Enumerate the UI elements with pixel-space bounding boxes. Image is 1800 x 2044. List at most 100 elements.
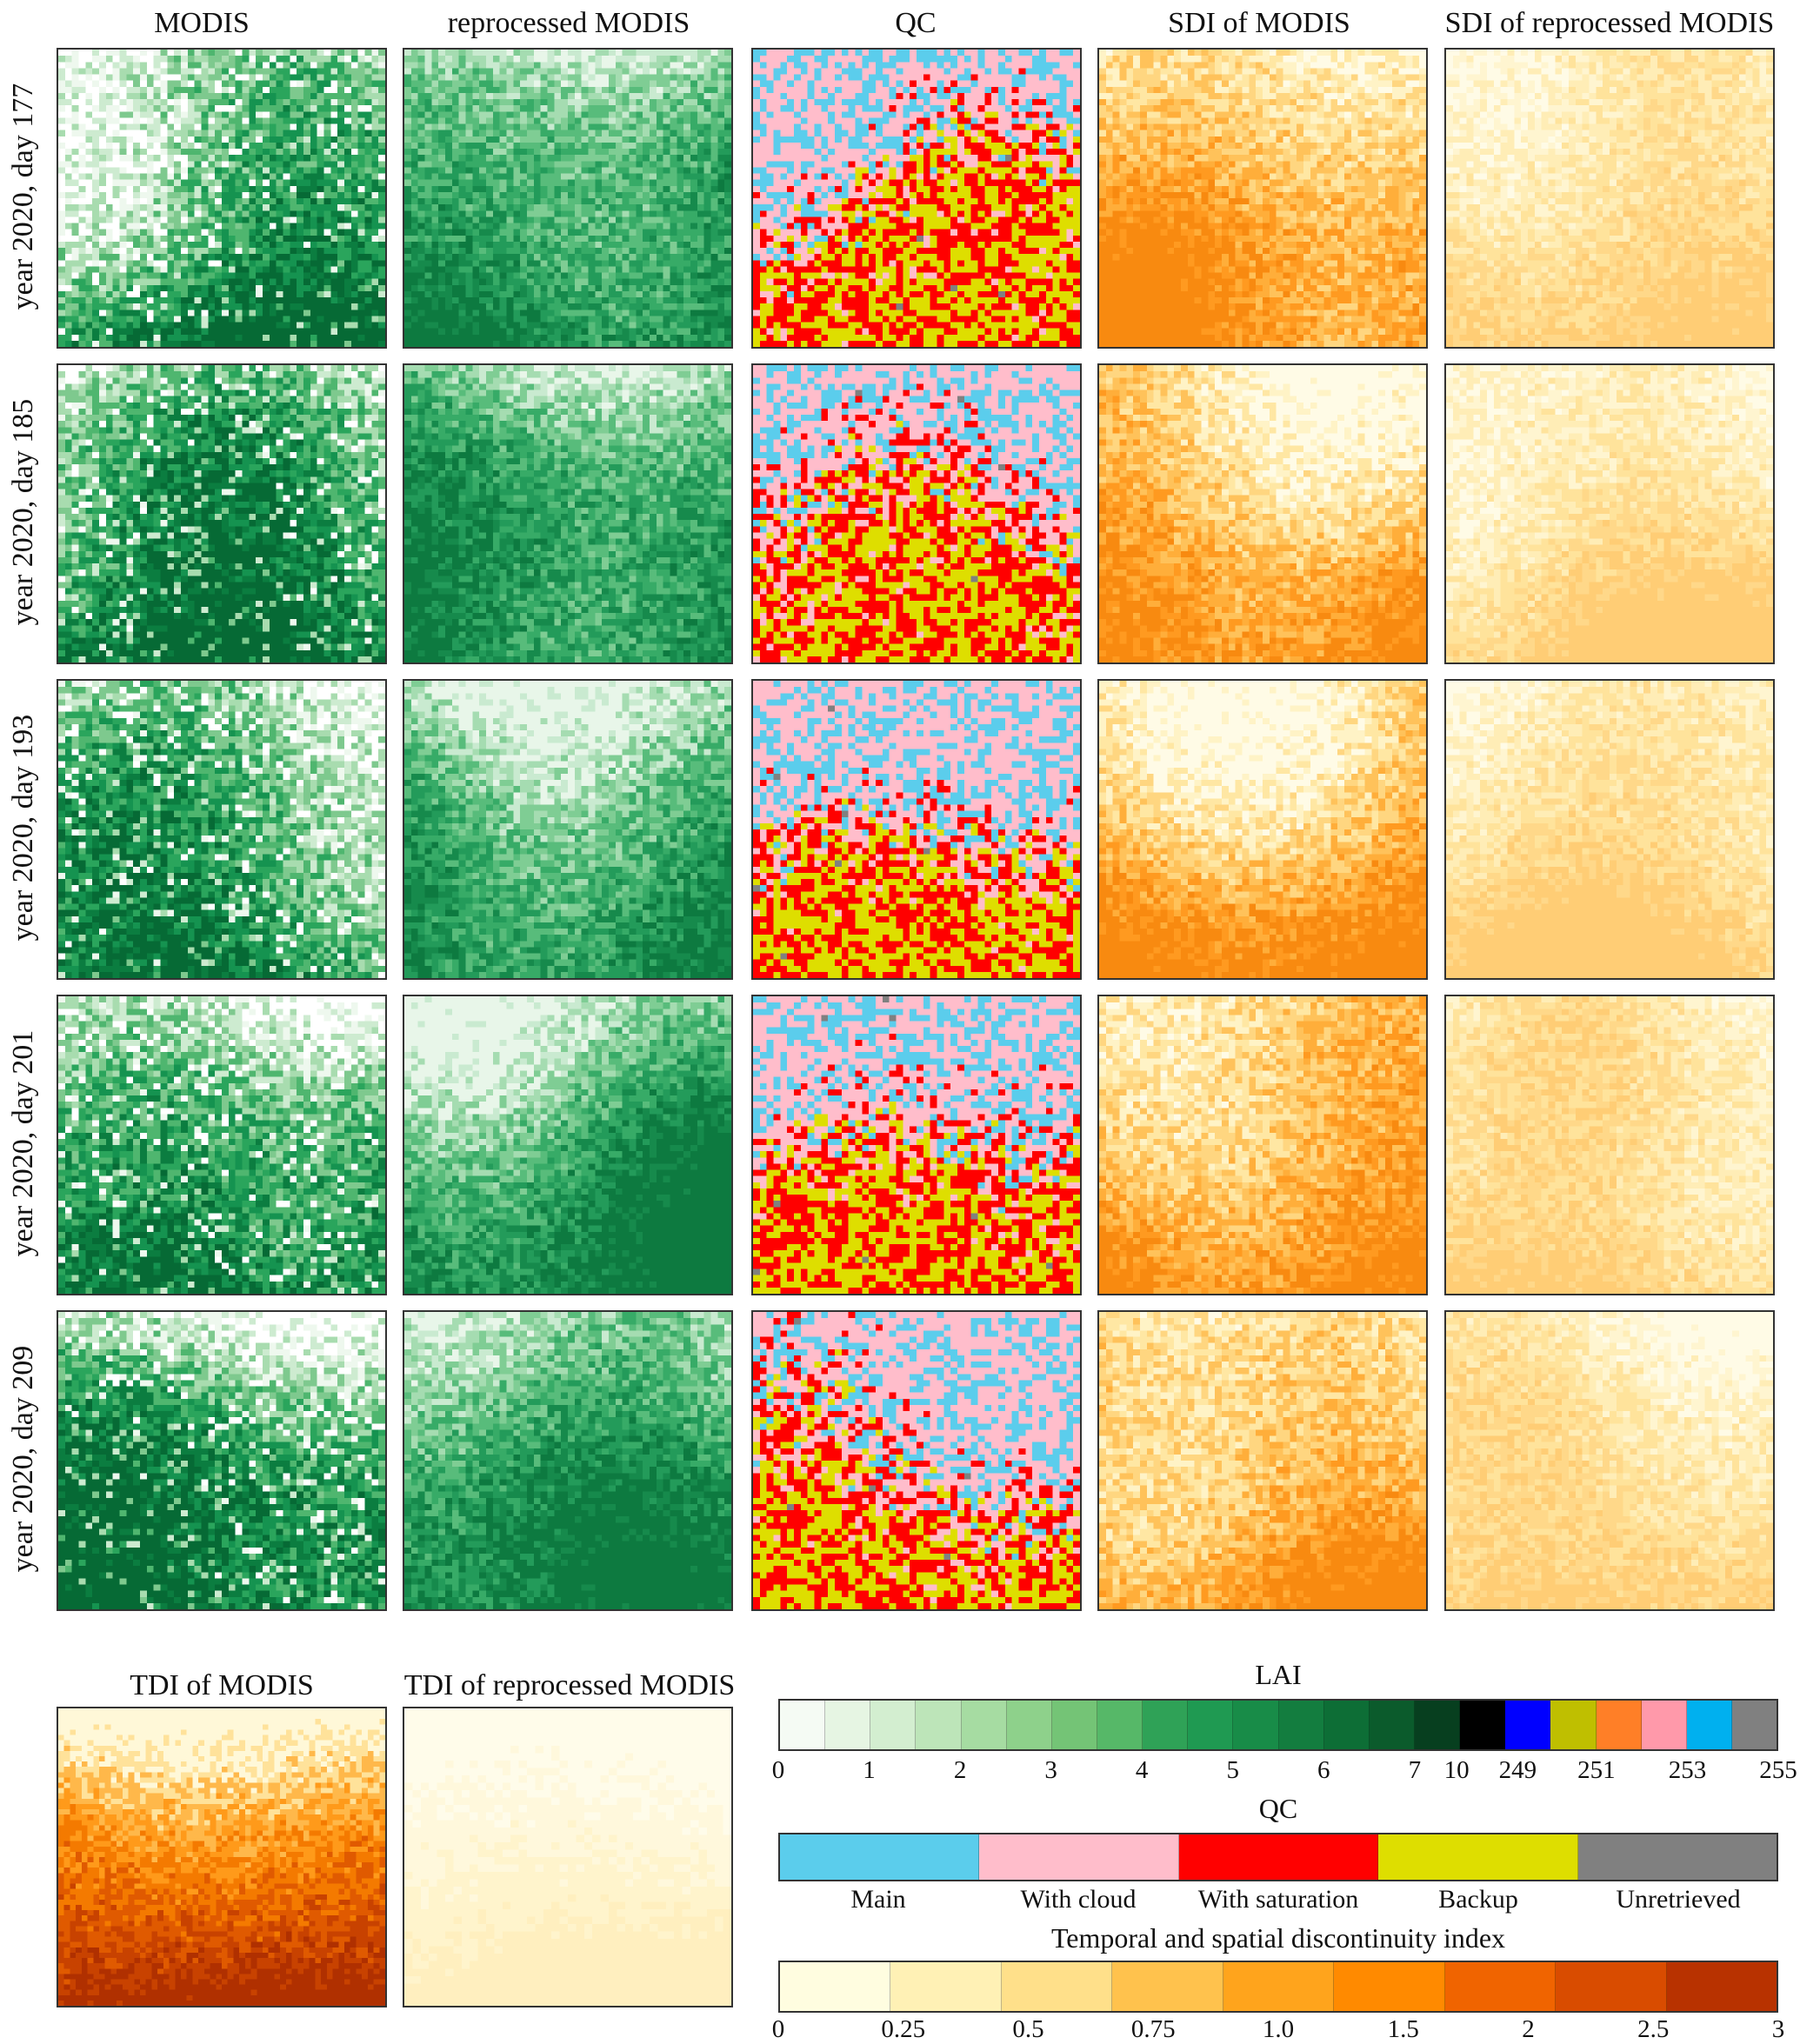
index-tick-label: 2 bbox=[1522, 2015, 1535, 2044]
row-title-day-193: year 2020, day 193 bbox=[7, 680, 42, 975]
qc-label: Unretrieved bbox=[1616, 1885, 1740, 1914]
lai-swatch bbox=[1052, 1701, 1097, 1749]
lai-swatch bbox=[1642, 1701, 1687, 1749]
lai-swatch bbox=[1732, 1701, 1777, 1749]
sdi-modis-map bbox=[1097, 1310, 1428, 1611]
qc-map bbox=[751, 1310, 1082, 1611]
lai-swatch bbox=[1097, 1701, 1143, 1749]
row-title-day-201: year 2020, day 201 bbox=[7, 995, 42, 1291]
lai-swatch bbox=[1460, 1701, 1505, 1749]
lai-swatch bbox=[1188, 1701, 1233, 1749]
index-swatch bbox=[1112, 1962, 1223, 2011]
index-tick-label: 0.25 bbox=[881, 2015, 925, 2044]
tdi-reprocessed-map bbox=[403, 1707, 733, 2007]
lai-swatch bbox=[1597, 1701, 1642, 1749]
lai-tick-label: 0 bbox=[772, 1756, 785, 1785]
reprocessed-modis-map bbox=[403, 679, 733, 980]
lai-swatch bbox=[1370, 1701, 1415, 1749]
qc-map bbox=[751, 679, 1082, 980]
index-swatch bbox=[1556, 1962, 1666, 2011]
lai-swatch bbox=[1415, 1701, 1460, 1749]
lai-tick-label: 6 bbox=[1317, 1756, 1330, 1785]
sdi-modis-map bbox=[1097, 48, 1428, 349]
sdi-modis-map bbox=[1097, 363, 1428, 664]
tdi-reprocessed-title: TDI of reprocessed MODIS bbox=[309, 1669, 830, 1702]
lai-tick-label: 3 bbox=[1044, 1756, 1057, 1785]
reprocessed-modis-map bbox=[403, 48, 733, 349]
lai-swatch bbox=[1233, 1701, 1278, 1749]
lai-swatch bbox=[1505, 1701, 1550, 1749]
modis-map bbox=[57, 363, 387, 664]
qc-label: Backup bbox=[1438, 1885, 1518, 1914]
lai-tick-label: 2 bbox=[954, 1756, 967, 1785]
qc-swatch bbox=[1378, 1834, 1577, 1880]
index-tick-label: 2.5 bbox=[1637, 2015, 1669, 2044]
sdi-modis-map bbox=[1097, 679, 1428, 980]
modis-map bbox=[57, 679, 387, 980]
qc-swatch bbox=[780, 1834, 979, 1880]
lai-tick-label: 7 bbox=[1409, 1756, 1422, 1785]
sdi-reprocessed-map bbox=[1444, 679, 1775, 980]
sdi-modis-map bbox=[1097, 995, 1428, 1295]
reprocessed-modis-map bbox=[403, 363, 733, 664]
lai-legend-title: LAI bbox=[778, 1659, 1778, 1691]
lai-swatch bbox=[1324, 1701, 1370, 1749]
tdi-modis-map bbox=[57, 1707, 387, 2007]
lai-tick-label: 255 bbox=[1759, 1756, 1797, 1785]
lai-swatch bbox=[825, 1701, 870, 1749]
index-tick-label: 0.5 bbox=[1012, 2015, 1043, 2044]
index-legend-title: Temporal and spatial discontinuity index bbox=[778, 1922, 1778, 1954]
lai-tick-label: 249 bbox=[1499, 1756, 1537, 1785]
lai-tick-label: 253 bbox=[1669, 1756, 1707, 1785]
sdi-reprocessed-map bbox=[1444, 48, 1775, 349]
column-title-sdi-reprocessed: SDI of reprocessed MODIS bbox=[1349, 7, 1800, 40]
qc-label: Main bbox=[850, 1885, 905, 1914]
qc-swatch bbox=[979, 1834, 1178, 1880]
modis-map bbox=[57, 1310, 387, 1611]
index-swatch bbox=[1223, 1962, 1334, 2011]
qc-map bbox=[751, 48, 1082, 349]
sdi-reprocessed-map bbox=[1444, 1310, 1775, 1611]
lai-tick-label: 1 bbox=[863, 1756, 876, 1785]
modis-map bbox=[57, 48, 387, 349]
sdi-reprocessed-map bbox=[1444, 363, 1775, 664]
index-tick-label: 0.75 bbox=[1131, 2015, 1176, 2044]
qc-label: With cloud bbox=[1021, 1885, 1137, 1914]
lai-tick-label: 4 bbox=[1136, 1756, 1149, 1785]
index-swatch bbox=[890, 1962, 1001, 2011]
index-swatch bbox=[1002, 1962, 1112, 2011]
lai-tick-label: 5 bbox=[1226, 1756, 1239, 1785]
lai-color-bar bbox=[778, 1699, 1778, 1751]
lai-swatch bbox=[1143, 1701, 1188, 1749]
qc-map bbox=[751, 363, 1082, 664]
qc-color-bar bbox=[778, 1833, 1778, 1881]
qc-swatch bbox=[1179, 1834, 1378, 1880]
lai-swatch bbox=[1550, 1701, 1596, 1749]
qc-swatch bbox=[1578, 1834, 1777, 1880]
index-tick-label: 1.0 bbox=[1263, 2015, 1294, 2044]
modis-map bbox=[57, 995, 387, 1295]
lai-swatch bbox=[1279, 1701, 1324, 1749]
reprocessed-modis-map bbox=[403, 995, 733, 1295]
index-tick-label: 1.5 bbox=[1388, 2015, 1419, 2044]
qc-label: With saturation bbox=[1198, 1885, 1359, 1914]
sdi-reprocessed-map bbox=[1444, 995, 1775, 1295]
index-swatch bbox=[1445, 1962, 1556, 2011]
reprocessed-modis-map bbox=[403, 1310, 733, 1611]
index-swatch bbox=[1334, 1962, 1444, 2011]
index-swatch bbox=[1667, 1962, 1777, 2011]
lai-tick-label: 10 bbox=[1444, 1756, 1470, 1785]
lai-swatch bbox=[780, 1701, 825, 1749]
index-tick-label: 0 bbox=[772, 2015, 785, 2044]
index-color-bar bbox=[778, 1961, 1778, 2013]
lai-swatch bbox=[870, 1701, 916, 1749]
row-title-day-177: year 2020, day 177 bbox=[7, 49, 42, 344]
index-tick-label: 3 bbox=[1772, 2015, 1785, 2044]
lai-swatch bbox=[962, 1701, 1007, 1749]
qc-map bbox=[751, 995, 1082, 1295]
lai-tick-label: 251 bbox=[1577, 1756, 1616, 1785]
qc-legend-title: QC bbox=[778, 1793, 1778, 1825]
lai-swatch bbox=[1687, 1701, 1732, 1749]
lai-swatch bbox=[916, 1701, 961, 1749]
row-title-day-185: year 2020, day 185 bbox=[7, 364, 42, 660]
